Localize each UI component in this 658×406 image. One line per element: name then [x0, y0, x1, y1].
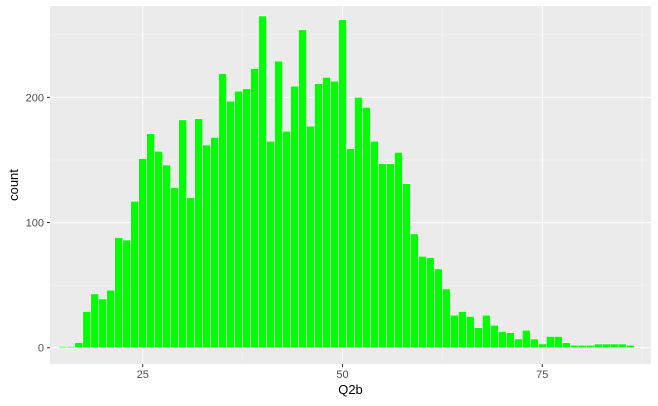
histogram-bar	[410, 233, 419, 349]
histogram-bar	[386, 163, 395, 349]
histogram-bar	[274, 60, 283, 349]
histogram-bar	[474, 327, 483, 349]
histogram-bar	[298, 29, 307, 349]
histogram-bar	[434, 268, 443, 349]
histogram-bar	[226, 100, 235, 349]
histogram-bar	[418, 256, 427, 349]
histogram-bar	[114, 237, 124, 349]
histogram-bar	[593, 343, 603, 349]
histogram-bar	[426, 257, 435, 349]
histogram-bar	[250, 68, 259, 349]
histogram-bar	[362, 107, 371, 349]
histogram-bar	[378, 163, 387, 349]
histogram-bar	[58, 346, 68, 349]
histogram-bar	[266, 140, 275, 349]
histogram-bar	[617, 343, 627, 349]
x-tick-label: 50	[336, 369, 348, 381]
histogram-bar	[306, 125, 315, 349]
histogram-bar	[450, 314, 459, 349]
histogram-bar	[194, 118, 203, 349]
histogram-bar	[561, 342, 571, 349]
histogram-bar	[370, 140, 379, 349]
histogram-bar	[530, 338, 539, 349]
histogram-bar	[458, 311, 467, 349]
histogram-bar	[242, 88, 251, 349]
histogram-bar	[178, 119, 187, 349]
x-tick-label: 75	[536, 369, 548, 381]
histogram-bar	[66, 346, 76, 349]
histogram-bar	[210, 137, 219, 349]
histogram-bar	[569, 344, 579, 349]
histogram-bar	[98, 298, 108, 349]
histogram-bar	[522, 329, 531, 349]
histogram-bar	[106, 289, 116, 349]
histogram-bar	[514, 338, 523, 349]
histogram-bar	[170, 187, 179, 349]
histogram-bar	[354, 97, 363, 349]
histogram-bar	[546, 336, 555, 349]
histogram-bar	[442, 288, 451, 349]
histogram-bar	[138, 158, 148, 349]
histogram-bar	[601, 343, 611, 349]
histogram-bar	[202, 144, 211, 349]
histogram-bar	[577, 344, 587, 349]
histogram-bar	[154, 150, 163, 349]
histogram-bar	[609, 343, 619, 349]
histogram-bar	[346, 148, 355, 349]
histogram-bar	[74, 342, 84, 349]
histogram-bar	[290, 85, 299, 349]
histogram-bar	[402, 183, 411, 349]
x-axis-title: Q2b	[338, 382, 363, 397]
histogram-bar	[218, 73, 227, 349]
histogram-bar	[490, 324, 499, 349]
histogram-bar	[506, 332, 515, 349]
histogram-bar	[498, 331, 507, 349]
histogram-bar	[282, 130, 291, 349]
y-tick-label: 100	[26, 218, 44, 230]
y-axis-ticks: 0 100 200	[26, 92, 50, 355]
y-tick-label: 0	[38, 343, 44, 355]
y-axis-title: count	[6, 169, 21, 201]
histogram-bar	[186, 197, 195, 349]
bar-series	[58, 15, 643, 349]
histogram-bar	[314, 83, 323, 349]
histogram-bar	[482, 314, 491, 349]
histogram-bar	[258, 15, 267, 349]
histogram-bar	[82, 311, 92, 349]
histogram-bar	[466, 316, 475, 349]
histogram-bar	[122, 239, 132, 349]
histogram-bar	[338, 19, 347, 349]
y-tick-label: 200	[26, 92, 44, 104]
histogram-bar	[585, 344, 595, 349]
histogram-bar	[625, 344, 635, 349]
x-axis-ticks: 25 50 75	[137, 364, 548, 381]
histogram-bar	[162, 164, 171, 349]
histogram-bar	[538, 343, 547, 349]
histogram-bar	[130, 200, 140, 349]
histogram-bar	[394, 152, 403, 349]
histogram-bar	[322, 77, 331, 349]
x-tick-label: 25	[137, 369, 149, 381]
histogram-bar	[553, 336, 563, 349]
histogram-bar	[234, 90, 243, 349]
histogram-bar	[146, 133, 155, 349]
histogram-bar	[90, 293, 100, 349]
histogram-bar	[330, 80, 339, 349]
